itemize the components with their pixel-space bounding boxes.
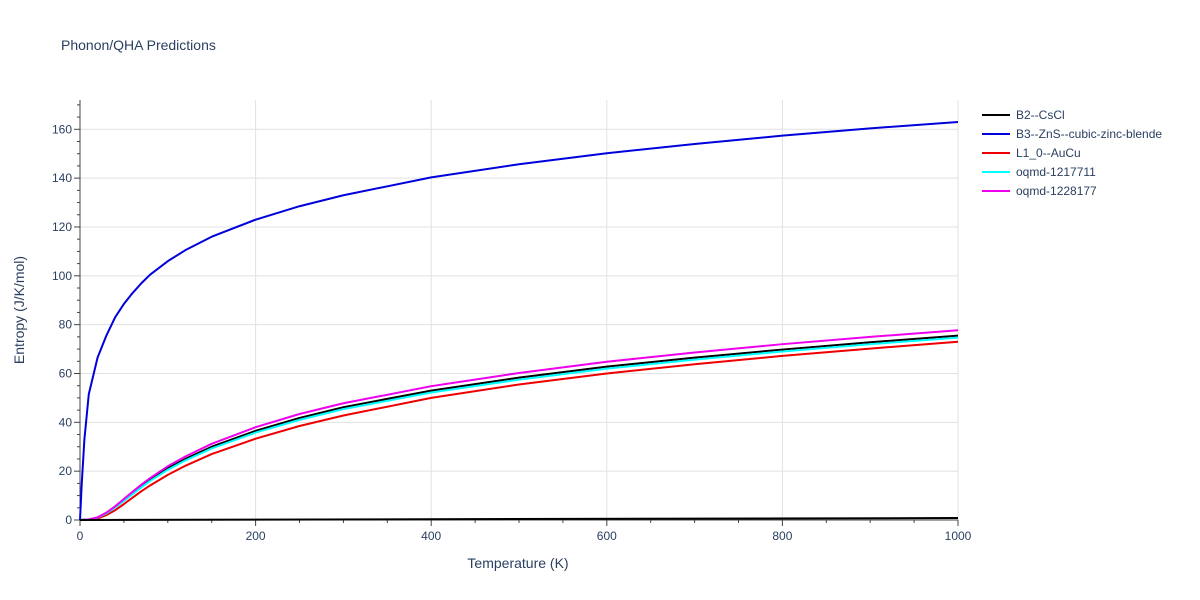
x-tick-label: 600 — [597, 529, 617, 543]
y-tick-label: 100 — [52, 269, 72, 283]
legend-label: oqmd-1228177 — [1016, 184, 1097, 198]
legend-item[interactable]: L1_0--AuCu — [982, 146, 1081, 160]
y-tick-label: 40 — [59, 415, 73, 429]
grid — [80, 100, 959, 520]
y-tick-label: 140 — [52, 171, 72, 185]
series-line-2 — [79, 340, 959, 521]
legend-item[interactable]: oqmd-1217711 — [982, 165, 1096, 179]
y-tick-label: 60 — [59, 366, 73, 380]
series-line-4 — [79, 329, 959, 521]
x-tick-label: 200 — [246, 529, 266, 543]
series-line-1 — [79, 120, 959, 521]
y-tick-label: 0 — [65, 513, 72, 527]
legend-label: oqmd-1217711 — [1016, 165, 1096, 179]
y-tick-label: 120 — [52, 220, 72, 234]
x-tick-label: 400 — [421, 529, 441, 543]
chart-title: Phonon/QHA Predictions — [61, 37, 216, 53]
legend-label: L1_0--AuCu — [1016, 146, 1081, 160]
series-line-5 — [79, 517, 959, 521]
y-tick-label: 80 — [59, 318, 73, 332]
legend-item[interactable]: B3--ZnS--cubic-zinc-blende — [982, 127, 1162, 141]
y-tick-label: 160 — [52, 122, 72, 136]
x-tick-label: 1000 — [945, 529, 972, 543]
y-tick-label: 20 — [59, 464, 73, 478]
y-axis-title: Entropy (J/K/mol) — [11, 256, 27, 364]
x-tick-label: 800 — [772, 529, 792, 543]
legend-item[interactable]: oqmd-1228177 — [982, 184, 1097, 198]
axes: 0 200 400 600 800 1000 0 20 40 60 80 100 120 140 160 — [52, 100, 972, 543]
x-axis-title: Temperature (K) — [467, 555, 568, 571]
legend-label: B2--CsCl — [1016, 108, 1065, 122]
series-line-0 — [79, 334, 959, 521]
legend-label: B3--ZnS--cubic-zinc-blende — [1016, 127, 1162, 141]
legend[interactable]: B2--CsCl B3--ZnS--cubic-zinc-blende L1_0--… — [982, 108, 1162, 198]
plot-area — [79, 120, 959, 521]
x-tick-label: 0 — [77, 529, 84, 543]
legend-item[interactable]: B2--CsCl — [982, 108, 1065, 122]
series-line-3 — [79, 336, 959, 521]
